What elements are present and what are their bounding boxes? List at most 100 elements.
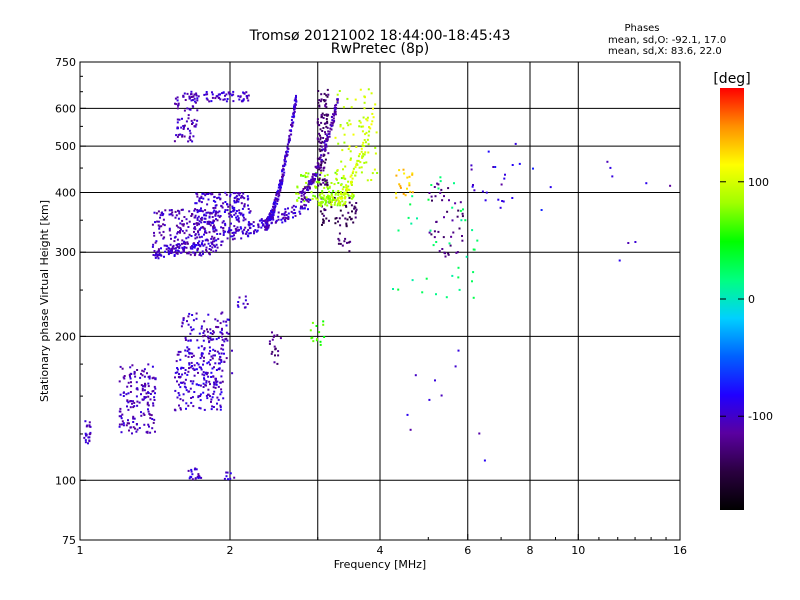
scatter-point (189, 380, 192, 383)
scatter-point (213, 383, 216, 386)
scatter-point (248, 211, 251, 214)
scatter-point (188, 390, 191, 393)
scatter-point (229, 472, 232, 475)
scatter-point (163, 244, 166, 247)
scatter-point (443, 216, 445, 219)
scatter-point (197, 95, 200, 98)
scatter-point (179, 381, 182, 384)
scatter-point (202, 332, 205, 334)
scatter-point (354, 216, 357, 219)
scatter-point (197, 477, 200, 479)
scatter-point (221, 92, 223, 95)
scatter-point (322, 127, 325, 129)
scatter-point (207, 193, 209, 195)
scatter-point (234, 192, 237, 195)
scatter-point (183, 92, 186, 95)
scatter-point (333, 114, 335, 117)
scatter-point (366, 179, 369, 182)
scatter-point (147, 385, 150, 388)
scatter-point (326, 173, 329, 176)
scatter-point (339, 124, 342, 126)
scatter-point (428, 231, 431, 234)
scatter-point (355, 171, 358, 174)
scatter-point (225, 320, 228, 323)
scatter-point (152, 402, 155, 405)
scatter-point (179, 133, 182, 136)
scatter-point (147, 382, 150, 385)
scatter-point (189, 246, 192, 249)
scatter-point (214, 377, 217, 380)
scatter-point (329, 199, 332, 202)
scatter-point (492, 166, 495, 168)
scatter-point (484, 199, 487, 202)
scatter-point (218, 193, 221, 196)
scatter-point (155, 240, 158, 243)
scatter-point (327, 93, 330, 96)
scatter-point (198, 332, 201, 335)
scatter-point (336, 169, 339, 172)
scatter-point (178, 373, 180, 376)
scatter-point (202, 252, 204, 255)
scatter-point (319, 343, 322, 346)
scatter-point (669, 184, 672, 187)
scatter-point (188, 129, 191, 132)
scatter-point (219, 98, 222, 101)
scatter-point (122, 395, 125, 397)
scatter-point (189, 366, 192, 369)
scatter-point (323, 166, 326, 169)
scatter-point (351, 177, 354, 180)
scatter-point (325, 140, 328, 143)
scatter-point (138, 401, 141, 404)
scatter-point (193, 391, 196, 393)
scatter-point (454, 202, 457, 205)
scatter-point (209, 363, 211, 366)
scatter-point (171, 246, 174, 248)
scatter-point (189, 139, 192, 142)
scatter-point (206, 362, 209, 365)
scatter-point (311, 176, 314, 179)
scatter-point (174, 251, 177, 254)
scatter-point (191, 245, 194, 247)
scatter-point (242, 219, 245, 222)
scatter-point (448, 199, 450, 202)
scatter-point (181, 239, 184, 242)
scatter-point (175, 214, 178, 217)
scatter-point (244, 232, 247, 235)
scatter-point (514, 142, 517, 145)
scatter-point (319, 196, 322, 199)
scatter-point (151, 245, 154, 248)
scatter-point (406, 187, 408, 190)
scatter-point (160, 254, 163, 257)
scatter-point (187, 323, 190, 326)
scatter-point (300, 197, 303, 200)
scatter-point (318, 104, 321, 107)
scatter-point (243, 203, 246, 206)
scatter-point (273, 206, 276, 209)
scatter-point (318, 168, 320, 171)
scatter-point (203, 348, 206, 351)
scatter-point (119, 410, 122, 413)
scatter-point (473, 248, 476, 251)
scatter-point (347, 194, 350, 197)
scatter-point (147, 408, 149, 411)
scatter-point (150, 414, 153, 417)
scatter-point (126, 422, 129, 425)
scatter-point (305, 198, 308, 201)
scatter-point (149, 417, 152, 420)
scatter-point (207, 337, 210, 340)
scatter-point (202, 363, 204, 366)
scatter-point (355, 164, 358, 167)
scatter-point (233, 234, 235, 237)
scatter-point (154, 430, 156, 433)
scatter-point (196, 211, 199, 214)
scatter-point (204, 217, 207, 220)
scatter-point (305, 172, 308, 174)
scatter-point (361, 156, 364, 159)
scatter-point (174, 102, 176, 105)
scatter-point (347, 241, 350, 244)
scatter-point (175, 103, 178, 106)
scatter-point (129, 426, 132, 429)
scatter-point (219, 322, 222, 325)
scatter-point (176, 245, 179, 248)
scatter-point (249, 210, 252, 213)
